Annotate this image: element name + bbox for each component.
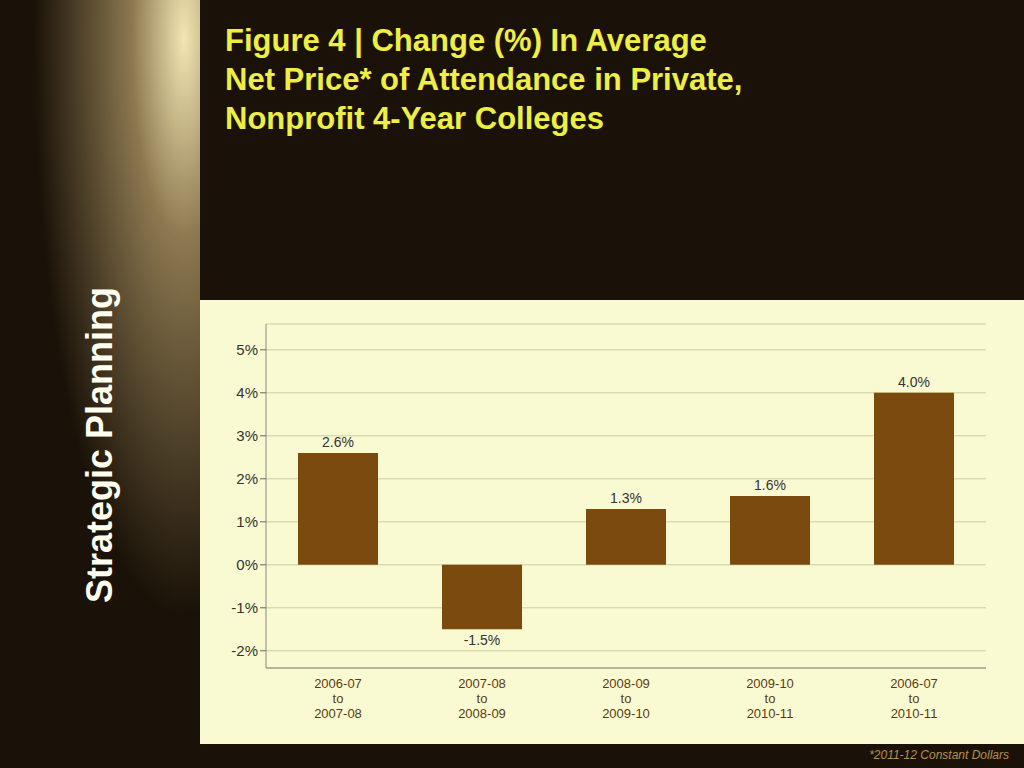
svg-text:4%: 4%	[236, 384, 258, 401]
svg-text:2008-09to2009-10: 2008-09to2009-10	[602, 676, 650, 721]
svg-text:4.0%: 4.0%	[898, 374, 930, 390]
svg-text:0%: 0%	[236, 556, 258, 573]
svg-text:1%: 1%	[236, 513, 258, 530]
svg-text:2007-08to2008-09: 2007-08to2008-09	[458, 676, 506, 721]
html-text:Figure 4 | Change (%) In Avera: Figure 4 | Change (%) In Average	[225, 23, 707, 58]
html-text:*2011-12 Constant Dollars: *2011-12 Constant Dollars	[869, 748, 1009, 762]
svg-text:2.6%: 2.6%	[322, 434, 354, 450]
svg-text:2%: 2%	[236, 470, 258, 487]
svg-text:1.3%: 1.3%	[610, 490, 642, 506]
svg-text:2009-10to2010-11: 2009-10to2010-11	[746, 676, 794, 721]
svg-text:-1%: -1%	[231, 599, 258, 616]
svg-text:3%: 3%	[236, 427, 258, 444]
svg-text:-1.5%: -1.5%	[464, 632, 501, 648]
html-text:Strategic Planning: Strategic Planning	[79, 287, 120, 603]
svg-text:1.6%: 1.6%	[754, 477, 786, 493]
svg-text:5%: 5%	[236, 341, 258, 358]
svg-text:2006-07to2007-08: 2006-07to2007-08	[314, 676, 362, 721]
html-text:Nonprofit 4-Year Colleges: Nonprofit 4-Year Colleges	[225, 100, 604, 136]
svg-text:2006-07to2010-11: 2006-07to2010-11	[890, 676, 938, 721]
html-text:Net Price* of Attendance in Pr: Net Price* of Attendance in Private,	[225, 61, 743, 97]
svg-text:-2%: -2%	[231, 642, 258, 659]
